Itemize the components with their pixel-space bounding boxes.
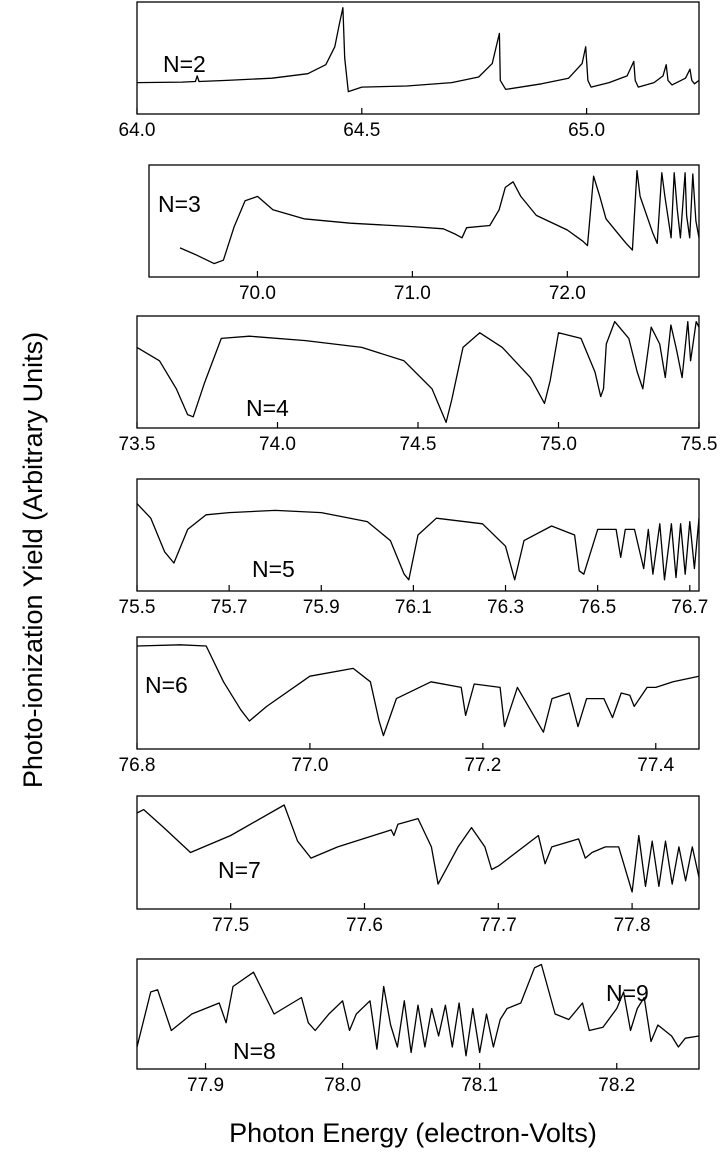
x-tick-label: 74.5 bbox=[400, 434, 437, 455]
y-axis-title: Photo-ionization Yield (Arbitrary Units) bbox=[18, 332, 48, 788]
panel-5: 76.8 77.0 77.2 77.4 N=6 bbox=[119, 636, 700, 776]
x-tick-label: 76.1 bbox=[395, 597, 432, 618]
panel-frame bbox=[136, 958, 700, 1070]
x-tick-label: 74.0 bbox=[259, 434, 296, 455]
spectrum-line bbox=[136, 503, 700, 581]
panel-label: N=2 bbox=[163, 51, 206, 77]
panel-frame bbox=[136, 315, 700, 429]
spectrum-line bbox=[136, 320, 700, 424]
x-tick-label: 64.0 bbox=[119, 120, 156, 141]
panel-frame bbox=[148, 164, 700, 278]
panel-label: N=6 bbox=[145, 672, 188, 698]
panel-6: 77.5 77.6 77.7 77.8 N=7 bbox=[136, 795, 700, 936]
panel-label-secondary: N=9 bbox=[606, 980, 649, 1006]
panel-1: 64.0 64.5 65.0 N=2 bbox=[119, 1, 700, 141]
panel-frame bbox=[136, 478, 700, 592]
panel-label: N=3 bbox=[158, 191, 201, 217]
x-tick-label: 76.3 bbox=[487, 597, 524, 618]
x-tick-label: 75.9 bbox=[303, 597, 340, 618]
x-tick-label: 65.0 bbox=[568, 120, 605, 141]
x-tick-label: 76.5 bbox=[579, 597, 616, 618]
x-axis-title: Photon Energy (electron-Volts) bbox=[229, 1118, 597, 1148]
panel-3: 73.5 74.0 74.5 75.0 75.5 N=4 bbox=[119, 315, 718, 455]
x-tick-label: 71.0 bbox=[394, 283, 431, 304]
x-tick-label: 77.8 bbox=[614, 915, 651, 936]
x-tick-label: 75.0 bbox=[540, 434, 577, 455]
panel-label: N=7 bbox=[218, 857, 261, 883]
x-tick-label: 77.6 bbox=[346, 915, 383, 936]
x-tick-label: 78.0 bbox=[324, 1075, 361, 1096]
x-tick-label: 70.0 bbox=[239, 283, 276, 304]
x-tick-label: 72.0 bbox=[549, 283, 586, 304]
panel-7: 77.9 78.0 78.1 78.2 N=8 N=9 bbox=[136, 958, 700, 1096]
panel-2: 70.0 71.0 72.0 N=3 bbox=[148, 164, 700, 304]
x-tick-label: 77.9 bbox=[187, 1075, 224, 1096]
x-tick-label: 77.7 bbox=[480, 915, 517, 936]
x-tick-label: 75.5 bbox=[681, 434, 718, 455]
panel-frame bbox=[136, 636, 700, 750]
x-tick-label: 64.5 bbox=[343, 120, 380, 141]
spectrum-line bbox=[136, 963, 700, 1057]
spectrum-line bbox=[179, 169, 700, 265]
x-tick-label: 77.0 bbox=[291, 755, 328, 776]
x-tick-label: 78.2 bbox=[598, 1075, 635, 1096]
panel-label: N=5 bbox=[252, 556, 295, 582]
x-tick-label: 75.7 bbox=[211, 597, 248, 618]
spectrum-line bbox=[136, 6, 700, 93]
x-tick-label: 77.5 bbox=[212, 915, 249, 936]
panel-frame bbox=[136, 795, 700, 910]
x-tick-label: 76.8 bbox=[119, 755, 156, 776]
panel-4: 75.5 75.7 75.9 76.1 76.3 76.5 76.7 N=5 bbox=[119, 478, 708, 618]
x-tick-label: 75.5 bbox=[119, 597, 156, 618]
spectrum-line bbox=[136, 644, 700, 737]
x-tick-label: 78.1 bbox=[461, 1075, 498, 1096]
panel-label: N=4 bbox=[246, 395, 289, 421]
panel-frame bbox=[136, 1, 700, 115]
spectrum-line bbox=[136, 804, 700, 893]
x-tick-label: 73.5 bbox=[119, 434, 156, 455]
x-tick-label: 77.4 bbox=[637, 755, 674, 776]
x-tick-label: 77.2 bbox=[464, 755, 501, 776]
panel-label: N=8 bbox=[233, 1038, 276, 1064]
x-tick-label: 76.7 bbox=[671, 597, 708, 618]
panels: 64.0 64.5 65.0 N=2 70.0 71.0 72.0 N=3 73.5 74.0 74… bbox=[119, 1, 718, 1096]
